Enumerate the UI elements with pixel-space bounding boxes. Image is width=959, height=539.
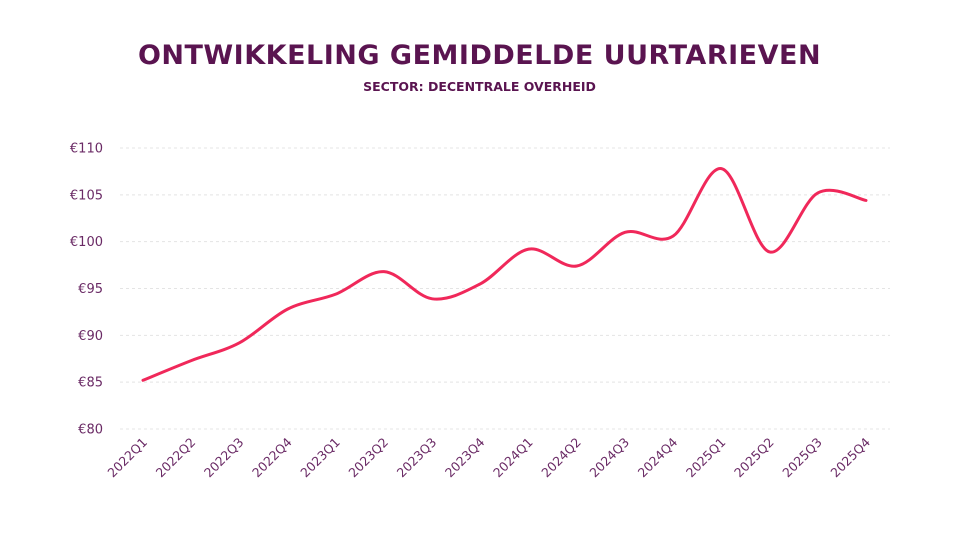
chart-subtitle: SECTOR: DECENTRALE OVERHEID bbox=[363, 79, 596, 94]
chart-title: ONTWIKKELING GEMIDDELDE UURTARIEVEN bbox=[137, 40, 822, 71]
x-tick-label: 2024Q3 bbox=[586, 435, 632, 481]
y-tick-label: €80 bbox=[78, 423, 103, 438]
x-tick-label: 2024Q1 bbox=[490, 435, 536, 481]
x-tick-label: 2025Q4 bbox=[827, 434, 873, 480]
x-tick-label: 2022Q4 bbox=[249, 434, 295, 480]
series-line bbox=[141, 167, 868, 382]
x-tick-label: 2025Q1 bbox=[683, 435, 729, 481]
y-tick-label: €100 bbox=[70, 235, 103, 250]
y-tick-label: €85 bbox=[78, 376, 103, 391]
series-layer bbox=[141, 167, 868, 382]
x-tick-label: 2022Q3 bbox=[201, 435, 247, 481]
x-tick-label: 2025Q2 bbox=[731, 435, 777, 481]
y-tick-label: €90 bbox=[78, 329, 103, 344]
y-tick-label: €95 bbox=[78, 282, 103, 297]
y-tick-label: €110 bbox=[70, 142, 103, 157]
x-tick-label: 2023Q4 bbox=[442, 434, 488, 480]
gridlines bbox=[120, 147, 890, 430]
x-tick-label: 2022Q2 bbox=[153, 435, 199, 481]
x-tick-label: 2023Q2 bbox=[345, 435, 391, 481]
x-axis-ticks: 2022Q1 2022Q2 2022Q3 2022Q4 2023Q1 2023Q2 2023… bbox=[104, 434, 873, 480]
x-tick-label: 2023Q3 bbox=[394, 435, 440, 481]
x-tick-label: 2023Q1 bbox=[297, 435, 343, 481]
x-tick-label: 2025Q3 bbox=[779, 435, 825, 481]
y-axis-ticks: €80 €85 €90 €95 €100 €105 €110 bbox=[70, 142, 103, 438]
y-tick-label: €105 bbox=[70, 188, 103, 203]
x-tick-label: 2022Q1 bbox=[104, 435, 150, 481]
x-tick-label: 2024Q4 bbox=[635, 434, 681, 480]
x-tick-label: 2024Q2 bbox=[538, 435, 584, 481]
